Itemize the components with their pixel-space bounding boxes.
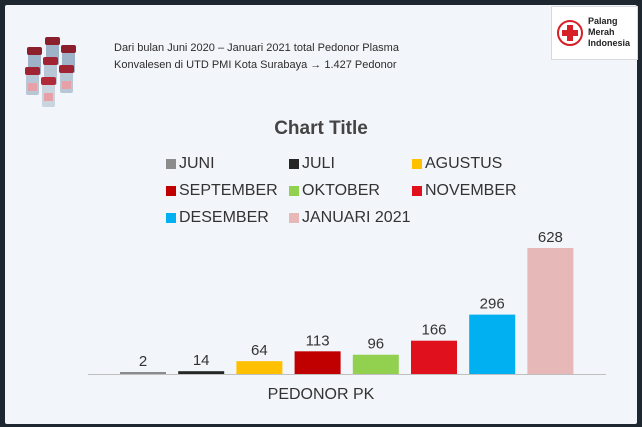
red-cross-logo-icon — [557, 20, 583, 46]
legend-label: SEPTEMBER — [179, 182, 278, 199]
legend-label: DESEMBER — [179, 209, 269, 226]
data-label-juni: 2 — [139, 353, 147, 370]
legend-item-januari-2021: JANUARI 2021 — [289, 207, 411, 229]
bar-desember — [469, 314, 516, 374]
header-description: Dari bulan Juni 2020 – Januari 2021 tota… — [114, 42, 399, 71]
vials-icon — [25, 37, 76, 107]
legend-swatch — [412, 186, 422, 196]
legend-label: JANUARI 2021 — [302, 209, 411, 226]
bar-november — [411, 340, 457, 374]
legend-swatch — [289, 186, 299, 196]
bar-oktober — [352, 354, 399, 374]
legend-label: NOVEMBER — [425, 182, 517, 199]
data-label-september: 113 — [306, 332, 330, 349]
bar-agustus — [236, 361, 283, 374]
logo-text: Palang Merah Indonesia — [588, 16, 631, 48]
legend-swatch — [166, 186, 176, 196]
legend-swatch — [289, 159, 299, 169]
bar-juni — [120, 372, 166, 374]
legend-label: JUNI — [179, 155, 215, 172]
legend-swatch — [289, 213, 299, 223]
bar-september — [294, 351, 341, 374]
legend-item-juni: JUNI — [166, 153, 215, 175]
legend-label: OKTOBER — [302, 182, 380, 199]
data-label-juli: 14 — [193, 352, 210, 369]
legend-item-november: NOVEMBER — [412, 180, 517, 202]
legend-label: AGUSTUS — [425, 155, 503, 172]
pmi-logo: Palang Merah Indonesia — [551, 6, 638, 60]
legend-item-juli: JULI — [289, 153, 335, 175]
data-label-oktober: 96 — [367, 336, 384, 353]
chart-title: Chart Title — [274, 118, 368, 139]
bar-juli — [178, 371, 225, 374]
legend-swatch — [166, 159, 176, 169]
legend-item-agustus: AGUSTUS — [412, 153, 502, 175]
data-label-desember: 296 — [480, 296, 505, 313]
legend-item-september: SEPTEMBER — [166, 180, 278, 202]
data-label-agustus: 64 — [251, 342, 268, 359]
legend-item-oktober: OKTOBER — [289, 180, 380, 202]
legend-label: JULI — [302, 155, 335, 172]
legend-swatch — [412, 159, 422, 169]
data-label-januari-2021: 628 — [538, 229, 563, 246]
data-label-november: 166 — [421, 322, 446, 339]
legend-item-desember: DESEMBER — [166, 207, 269, 229]
x-axis-label: PEDONOR PK — [267, 386, 375, 403]
bar-januari-2021 — [527, 248, 574, 374]
legend-swatch — [166, 213, 176, 223]
